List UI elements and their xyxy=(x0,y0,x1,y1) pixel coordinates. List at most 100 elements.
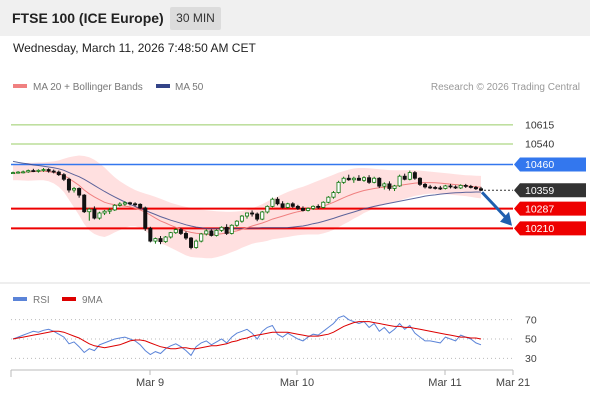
x-axis: Mar 9 Mar 10 Mar 11 Mar 21 xyxy=(10,369,530,389)
candle-body xyxy=(448,185,453,188)
candle-body xyxy=(341,177,346,183)
legend-swatch-ma50 xyxy=(156,84,170,88)
candle-body xyxy=(107,209,112,212)
candle-body xyxy=(336,181,341,193)
candle-body xyxy=(204,230,209,235)
candle-body xyxy=(468,186,473,188)
legend-label-rsi: RSI xyxy=(33,295,50,306)
candle-body xyxy=(183,233,188,239)
candle-body xyxy=(275,198,280,205)
candle-body xyxy=(280,203,285,208)
candle-body xyxy=(290,203,295,207)
candle-body xyxy=(397,175,402,187)
candle-body xyxy=(372,177,377,183)
candle-body xyxy=(300,207,305,211)
candle-body xyxy=(463,184,468,187)
header-bar: FTSE 100 (ICE Europe) 30 MIN xyxy=(0,0,590,36)
ma20-line xyxy=(12,170,482,236)
candle-body xyxy=(270,198,275,207)
candle-body xyxy=(26,170,31,173)
candle-body xyxy=(10,172,15,175)
candle-body xyxy=(458,184,463,189)
candle-body xyxy=(133,203,138,206)
candle-body xyxy=(72,188,77,191)
candle-body xyxy=(153,238,158,242)
candle-body xyxy=(77,188,82,196)
x-tick-label: Mar 9 xyxy=(136,377,164,389)
legend-label-ma50: MA 50 xyxy=(175,82,204,93)
rsi-tick-50: 50 xyxy=(525,334,537,346)
candle-body xyxy=(112,204,117,211)
candle-body xyxy=(127,202,132,205)
candle-body xyxy=(377,177,382,187)
candle-body xyxy=(41,169,46,171)
candle-body xyxy=(117,203,122,206)
candle-body xyxy=(56,171,61,176)
candle-body xyxy=(260,211,265,220)
candle-body xyxy=(423,183,428,188)
candle-body xyxy=(31,170,36,172)
level-tag-10460 xyxy=(514,157,586,172)
level-label-10615: 10615 xyxy=(525,119,554,131)
candle-body xyxy=(392,185,397,189)
rsi-tick-70: 70 xyxy=(525,314,537,326)
candle-body xyxy=(209,230,214,236)
candle-body xyxy=(361,177,366,181)
candle-body xyxy=(407,172,412,180)
candle-body xyxy=(21,171,26,174)
candle-body xyxy=(66,178,71,191)
candle-body xyxy=(326,196,331,203)
level-label-10460: 10460 xyxy=(525,159,554,171)
candle-body xyxy=(163,236,168,243)
candle-body xyxy=(295,205,300,209)
candle-body xyxy=(265,205,270,213)
rsi-legend: RSI 9MA xyxy=(13,295,103,306)
forecast-arrow-shaft xyxy=(480,191,509,220)
level-tag-10287 xyxy=(514,201,586,216)
candle-body xyxy=(351,177,356,181)
candle-body xyxy=(356,177,361,181)
candle-body xyxy=(82,194,87,213)
candle-body xyxy=(92,208,97,219)
rsi-plot: 70 50 30 xyxy=(11,314,537,365)
timeframe-badge[interactable]: 30 MIN xyxy=(170,7,221,30)
candle-body xyxy=(306,207,311,211)
candle-body xyxy=(478,188,483,191)
timestamp: Wednesday, March 11, 2026 7:48:50 AM CET xyxy=(13,41,256,55)
candle-body xyxy=(331,192,336,198)
level-label-10359: 10359 xyxy=(525,185,554,197)
candle-body xyxy=(412,172,417,179)
candle-body xyxy=(102,210,107,214)
candle-body xyxy=(229,224,234,234)
candle-body xyxy=(234,220,239,226)
candle-body xyxy=(61,174,66,180)
candle-body xyxy=(148,227,153,242)
candle-body xyxy=(453,186,458,189)
candle-body xyxy=(189,237,194,248)
candle-body xyxy=(194,240,199,248)
level-labels: 10615 10540 10460 10359 10287 10210 xyxy=(514,119,586,236)
rsi-ma-line xyxy=(12,321,482,350)
candle-body xyxy=(46,169,51,172)
credit-text: Research © 2026 Trading Central xyxy=(431,82,580,93)
candle-body xyxy=(199,233,204,242)
level-tag-10359 xyxy=(514,183,586,198)
level-label-10540: 10540 xyxy=(525,139,554,151)
candle-body xyxy=(122,202,127,205)
price-plot xyxy=(10,124,513,259)
candle-body xyxy=(214,229,219,236)
candle-body xyxy=(239,215,244,222)
candle-body xyxy=(316,205,321,208)
level-tag-10210 xyxy=(514,221,586,236)
candle-body xyxy=(36,169,41,172)
candle-body xyxy=(417,177,422,185)
candle-body xyxy=(224,226,229,234)
level-label-10287: 10287 xyxy=(525,203,554,215)
candle-body xyxy=(473,187,478,190)
candle-body xyxy=(346,177,351,181)
candle-body xyxy=(178,229,183,234)
candle-body xyxy=(321,201,326,208)
legend-label-ma20: MA 20 + Bollinger Bands xyxy=(33,82,143,93)
